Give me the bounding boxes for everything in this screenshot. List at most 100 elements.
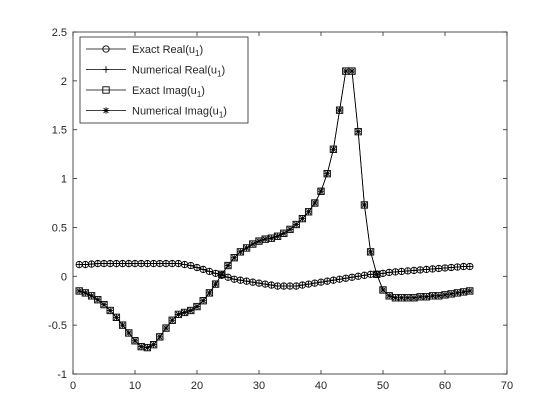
series-4-point (342, 67, 349, 75)
series-4-point (218, 271, 225, 278)
series-4-point (181, 309, 188, 316)
series-4-point (348, 67, 356, 75)
series-2-point (162, 260, 170, 267)
series-4-point-d2 (380, 287, 386, 293)
series-4-point-d2 (423, 294, 430, 300)
series-4-point (144, 344, 151, 351)
series-4-point (169, 317, 176, 324)
legend-subscript: 1 (195, 49, 200, 58)
series-4-point-d2 (336, 107, 343, 113)
legend-marker (102, 66, 110, 73)
series-4-point-d2 (219, 271, 225, 278)
series-4-point-d2 (101, 301, 107, 308)
series-4-point-d2 (256, 238, 262, 244)
legend-label: Numerical Imag(u1) (132, 106, 227, 120)
series-4-point-d2 (274, 233, 281, 239)
x-tick-label: 30 (253, 380, 265, 392)
legend-entry: Exact Imag(u1) (86, 85, 205, 99)
series-4-point-d2 (237, 249, 244, 255)
legend-marker (102, 45, 110, 53)
series-4-point-d2 (88, 293, 95, 299)
series-4-point (162, 324, 170, 332)
axes-box (72, 31, 508, 375)
series-4-point-d2 (299, 215, 306, 222)
series-4 (76, 67, 473, 351)
legend-subscript: 1 (217, 70, 222, 79)
legend-marker (102, 86, 110, 94)
series-2-point (460, 263, 467, 270)
series-2-point (286, 282, 294, 290)
legend-label: Numerical Real(u1) (132, 65, 225, 79)
series-2-point (88, 260, 95, 268)
series-4-point-d2 (436, 293, 442, 299)
y-tick-label: 0 (61, 271, 67, 283)
series-4-point-d2 (188, 307, 194, 314)
series-2-point (317, 278, 325, 286)
series-4-point-d2 (386, 293, 392, 299)
series-2-point (404, 267, 411, 275)
series-4-point (231, 254, 238, 261)
series-4-point (224, 262, 232, 269)
y-tick-label: 2 (61, 76, 67, 88)
series-2-point (138, 260, 145, 267)
series-2-point (100, 260, 108, 267)
series-2-point (193, 264, 201, 271)
series-4-point-d2 (355, 128, 361, 135)
series-2-point (262, 280, 269, 288)
series-4-point (94, 296, 101, 303)
series-2-point (107, 260, 114, 267)
series-2-point (82, 261, 89, 268)
series-2-point (274, 282, 281, 290)
legend-subscript: 1 (219, 111, 224, 120)
series-2-point (441, 264, 449, 272)
series-4-point (417, 293, 424, 301)
series-2-point (249, 278, 256, 286)
series-4-point (138, 343, 145, 350)
series-4-point-d2 (200, 297, 206, 304)
series-2-point (367, 271, 374, 278)
series-4-point-d2 (361, 202, 368, 208)
legend-suffix: ) (221, 65, 225, 77)
y-tick-label: 2.5 (52, 27, 67, 39)
series-4-point-d2 (113, 314, 120, 321)
series-4-point (460, 288, 467, 296)
series-4-point-d2 (442, 292, 448, 298)
series-2-point (299, 281, 306, 289)
series-2-point (94, 260, 101, 267)
series-2-point (181, 261, 188, 268)
series-4-point (330, 146, 337, 153)
series-4-point-d2 (448, 291, 454, 297)
legend-marker-d2 (103, 107, 109, 114)
series-4-point-d2 (157, 334, 163, 340)
series-4-point (107, 307, 114, 314)
series-4-point (280, 230, 287, 237)
series-4-point-d2 (132, 338, 138, 344)
series-4-point-d2 (268, 235, 275, 241)
series-2-point (231, 276, 238, 283)
x-tick-label: 50 (377, 380, 389, 392)
series-4-point (435, 292, 442, 300)
legend-suffix: ) (201, 85, 205, 97)
series-4-point (100, 301, 108, 308)
series-2-point (175, 260, 182, 267)
series-4-point-d2 (312, 200, 318, 206)
series-2-point (348, 274, 356, 281)
series-4-point (119, 321, 126, 329)
series-2-point (224, 274, 232, 281)
series-4-point (466, 287, 473, 295)
series-4-point (373, 271, 380, 278)
series-4-point-d2 (76, 288, 82, 294)
x-tick-label: 70 (501, 380, 513, 392)
x-tick-label: 20 (191, 380, 203, 392)
series-4-point-d2 (107, 307, 113, 314)
series-4-point (286, 226, 294, 233)
series-4-point (193, 303, 201, 310)
series-4-point (355, 128, 362, 135)
series-2-point (311, 279, 318, 287)
legend-marker-shape (102, 45, 110, 53)
axes: 0 10 20 30 40 50 60 70 -1 -0.5 0 0.5 1 1.5 2 2.5 (48, 27, 513, 392)
series-4-point (398, 294, 405, 301)
series-4-point (274, 233, 281, 240)
legend: Exact Real(u1) Numerical Real(u1) Exact Im… (79, 36, 249, 124)
series-4-point (299, 215, 306, 222)
